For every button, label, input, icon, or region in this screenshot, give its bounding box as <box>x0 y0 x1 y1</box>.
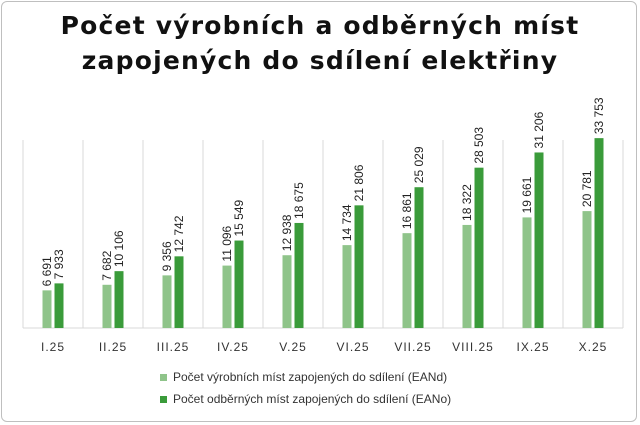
bar-eano-9 <box>534 152 544 328</box>
data-label-eand-9: 19 661 <box>520 176 534 213</box>
bar-eand-3 <box>162 275 172 328</box>
bar-eano-3 <box>174 256 184 328</box>
x-tick-label-9: IX.25 <box>516 340 549 354</box>
bar-eano-2 <box>114 271 124 328</box>
data-label-eano-10: 33 753 <box>592 97 606 134</box>
x-tick-label-2: II.25 <box>99 340 127 354</box>
bar-eand-10 <box>582 211 592 328</box>
bar-eand-6 <box>342 245 352 328</box>
data-label-eand-10: 20 781 <box>580 170 594 207</box>
legend-swatch-eano <box>160 395 167 403</box>
x-tick-label-6: VI.25 <box>336 340 369 354</box>
legend-swatch-eand <box>160 373 167 381</box>
data-label-eano-4: 15 549 <box>232 200 246 237</box>
x-tick-label-4: IV.25 <box>217 340 249 354</box>
data-label-eand-6: 14 734 <box>340 204 354 241</box>
data-label-eano-5: 18 675 <box>292 182 306 219</box>
x-tick-label-5: V.25 <box>279 340 307 354</box>
bar-eano-5 <box>294 222 304 328</box>
data-label-eand-7: 16 861 <box>400 192 414 229</box>
legend: Počet výrobních míst zapojených do sdíle… <box>160 366 580 410</box>
data-label-eano-8: 28 503 <box>472 127 486 164</box>
x-tick-label-1: I.25 <box>41 340 65 354</box>
data-label-eano-7: 25 029 <box>412 146 426 183</box>
bar-eand-7 <box>402 233 412 328</box>
data-label-eand-1: 6 691 <box>40 256 54 286</box>
chart-title: Počet výrobních a odběrných míst zapojen… <box>60 11 580 75</box>
bar-eand-1 <box>42 290 52 328</box>
x-tick-label-3: III.25 <box>157 340 190 354</box>
bar-eano-1 <box>54 283 64 328</box>
data-label-eand-3: 9 356 <box>160 241 174 271</box>
legend-item-eano: Počet odběrných míst zapojených do sdíle… <box>160 388 580 410</box>
legend-label-eand: Počet výrobních míst zapojených do sdíle… <box>173 370 448 384</box>
data-label-eand-8: 18 322 <box>460 184 474 221</box>
bar-eand-9 <box>522 217 532 328</box>
bar-eand-5 <box>282 255 292 328</box>
data-label-eano-3: 12 742 <box>172 215 186 252</box>
legend-item-eand: Počet výrobních míst zapojených do sdíle… <box>160 366 580 388</box>
x-tick-label-8: VIII.25 <box>452 340 494 354</box>
data-label-eand-2: 7 682 <box>100 250 114 280</box>
bar-eand-2 <box>102 284 112 328</box>
bar-eand-4 <box>222 265 232 328</box>
data-label-eano-1: 7 933 <box>52 249 66 279</box>
bar-eano-4 <box>234 240 244 328</box>
data-label-eano-2: 10 106 <box>112 230 126 267</box>
bar-eano-6 <box>354 205 364 328</box>
bar-eano-10 <box>594 138 604 328</box>
bar-eano-8 <box>474 167 484 328</box>
x-tick-label-10: X.25 <box>579 340 608 354</box>
data-label-eano-9: 31 206 <box>532 111 546 148</box>
data-label-eand-4: 11 096 <box>220 225 234 261</box>
data-label-eano-6: 21 806 <box>352 164 366 201</box>
data-label-eand-5: 12 938 <box>280 214 294 251</box>
legend-label-eano: Počet odběrných míst zapojených do sdíle… <box>173 392 452 406</box>
x-tick-label-7: VII.25 <box>394 340 431 354</box>
bar-eano-7 <box>414 187 424 328</box>
bar-eand-8 <box>462 224 472 328</box>
